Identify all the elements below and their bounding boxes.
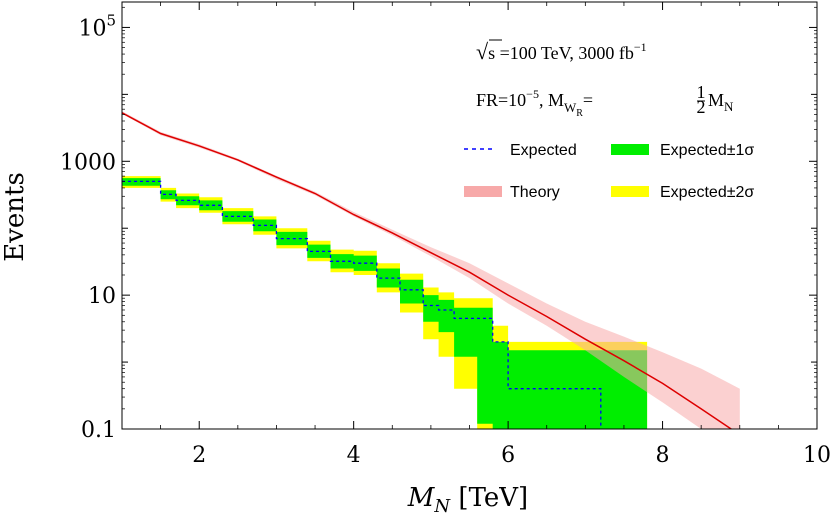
legend-label-theory: Theory	[510, 184, 560, 201]
x-tick-label: 4	[347, 443, 361, 468]
lines-group	[122, 112, 733, 429]
y-tick-label: 105	[78, 11, 116, 41]
y-tick-label: 1000	[60, 150, 116, 175]
legend-item-theory: Theory	[464, 184, 560, 201]
annotation-sqrt-sign: √	[476, 39, 489, 64]
y-tick-label: 10	[88, 284, 116, 309]
legend-label-expected-1sigma: Expected±1σ	[660, 142, 754, 159]
x-axis-title: MN [TeV]	[407, 483, 528, 517]
x-axis-title-sub: N	[433, 496, 451, 517]
band-theory	[122, 111, 740, 429]
band-expected-1sigma	[122, 178, 648, 429]
bands-group	[122, 111, 740, 429]
annotation-fr: FR=10−5, MWR= 1 2 MN	[476, 82, 734, 119]
annotation-mw-sub: W	[564, 100, 577, 115]
annotation-mn-sub: N	[724, 99, 734, 114]
svg-text:FR=10−5, MWR=: FR=10−5, MWR=	[476, 87, 593, 119]
tick-labels-group: 2 4 6 8 10 0.1 10 1000 105	[60, 11, 831, 468]
legend-item-expected-2sigma: Expected±2σ	[611, 184, 754, 201]
annotation-frac-den: 2	[697, 97, 706, 117]
annotation-energy: √s =100 TeV, 3000 fb−1	[476, 39, 647, 64]
ticks-group	[121, 2, 818, 430]
annotation-fr-exp: −5	[526, 87, 539, 101]
annotation-mw-subsub: R	[576, 108, 583, 119]
annotation-eq: =	[583, 90, 593, 110]
legend-item-expected: Expected	[464, 142, 577, 159]
x-tick-label: 8	[656, 443, 670, 468]
legend: Expected Expected±1σ Theory Expected±2σ	[464, 142, 754, 201]
legend-label-expected: Expected	[510, 142, 577, 159]
svg-text:MN: MN	[708, 90, 734, 114]
legend-swatch-expected-1sigma	[611, 144, 649, 155]
annotation-frac-num: 1	[697, 82, 706, 102]
x-tick-label: 6	[501, 443, 515, 468]
legend-label-expected-2sigma: Expected±2σ	[660, 184, 754, 201]
annotation-energy-text: =100 TeV, 3000 fb	[495, 43, 634, 63]
x-axis-title-main: M	[407, 483, 436, 513]
legend-swatch-expected-2sigma	[611, 186, 649, 197]
x-tick-label: 2	[192, 443, 206, 468]
annotation-mn: M	[708, 90, 724, 110]
x-tick-label: 10	[803, 443, 831, 468]
line-expected	[122, 180, 602, 429]
svg-text:√s =100 TeV, 3000 fb−1: √s =100 TeV, 3000 fb−1	[476, 39, 647, 64]
annotation-sqrt-arg: s	[488, 43, 495, 63]
x-axis-title-unit: [TeV]	[450, 483, 528, 513]
annotation-energy-exp: −1	[634, 40, 647, 54]
line-theory	[122, 112, 733, 429]
legend-item-expected-1sigma: Expected±1σ	[611, 142, 754, 159]
y-tick-label: 0.1	[81, 418, 116, 443]
y-axis-title: Events	[0, 172, 30, 262]
annotation-fr-sep: , M	[539, 90, 564, 110]
legend-swatch-theory	[464, 186, 502, 197]
annotation-fr-text: FR=10	[476, 90, 526, 110]
